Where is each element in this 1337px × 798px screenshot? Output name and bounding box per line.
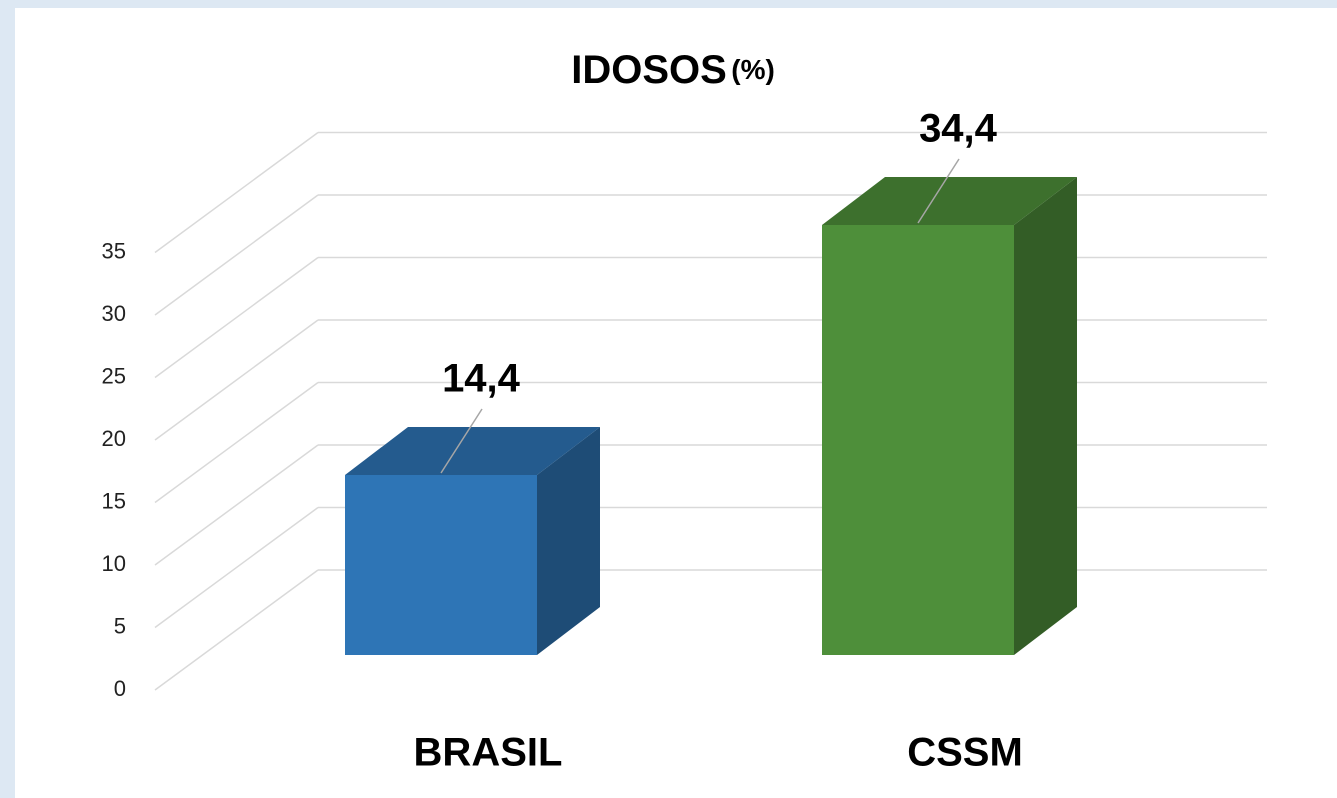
y-tick-label: 25: [102, 363, 126, 388]
bar-side: [1014, 177, 1077, 655]
grid-line-side: [154, 381, 319, 504]
y-tick-label: 30: [102, 301, 126, 326]
grid-line-side: [154, 506, 319, 629]
leader-line: [917, 158, 960, 224]
bar: [822, 225, 1014, 655]
grid-line-side: [154, 444, 319, 566]
title-main: IDOSOS: [571, 48, 727, 92]
bar: [345, 475, 537, 655]
x-tick-label: BRASIL: [414, 731, 563, 775]
y-tick-label: 5: [114, 613, 126, 638]
title-unit: (%): [731, 54, 775, 85]
chart-title: IDOSOS (%): [571, 48, 775, 92]
x-tick-label: CSSM: [907, 731, 1023, 775]
grid-line-side: [154, 131, 319, 254]
leader-line: [440, 408, 483, 474]
y-tick-label: 20: [102, 426, 126, 451]
y-tick-label: 15: [102, 488, 126, 513]
bar-side: [537, 427, 600, 655]
chart-panel: [15, 8, 1337, 798]
grid-line-side: [154, 319, 319, 441]
bar-top: [822, 177, 1077, 225]
grid-line-side: [154, 569, 319, 691]
grid-line-side: [154, 256, 319, 379]
y-tick-label: 35: [102, 238, 126, 263]
y-tick-label: 0: [114, 676, 126, 701]
grid-line-side: [154, 194, 319, 316]
value-label: 34,4: [919, 107, 998, 151]
value-label: 14,4: [442, 357, 521, 401]
y-tick-label: 10: [102, 551, 126, 576]
bar-top: [345, 427, 600, 475]
